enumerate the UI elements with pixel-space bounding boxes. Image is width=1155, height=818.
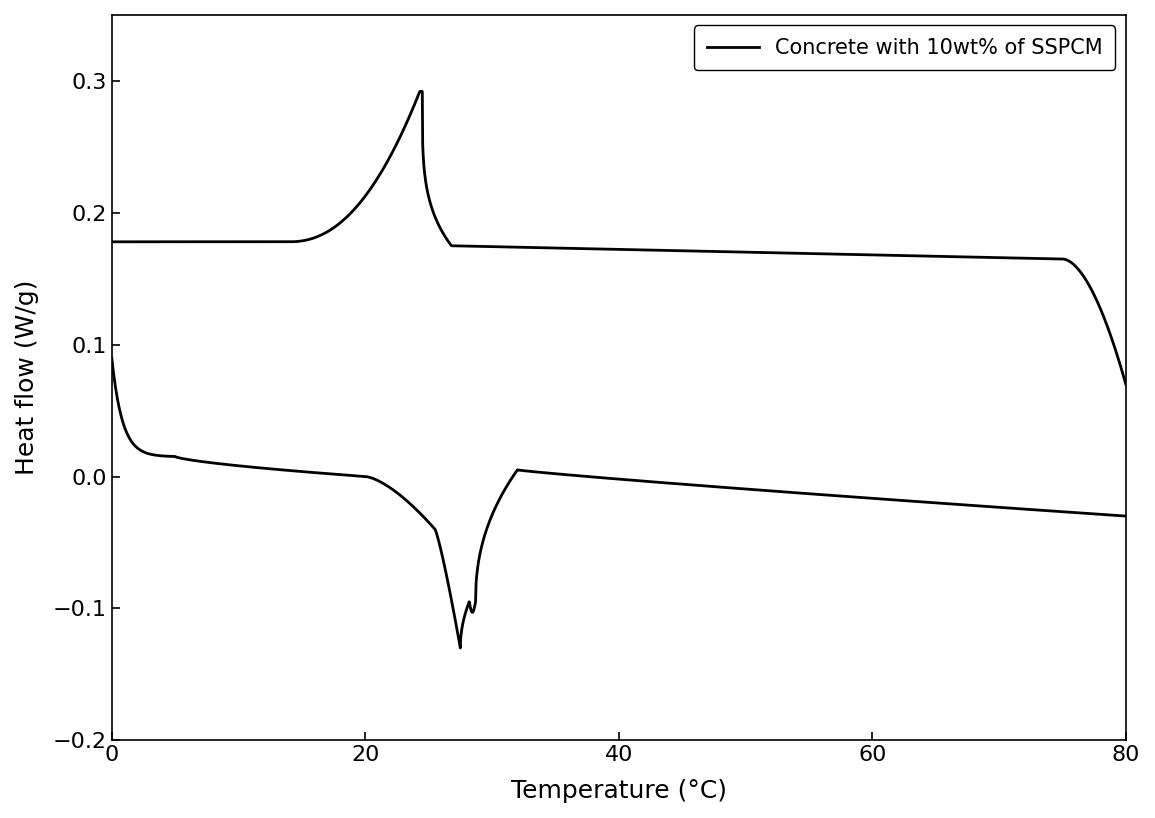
Concrete with 10wt% of SSPCM	[804, 249, 818, 258]
Legend: Concrete with 10wt% of SSPCM: Concrete with 10wt% of SSPCM	[694, 25, 1116, 70]
Concrete with 10wt% of SSPCM	[1119, 380, 1133, 389]
Concrete with 10wt% of SSPCM	[253, 237, 267, 247]
Concrete with 10wt% of SSPCM	[419, 176, 433, 186]
Concrete with 10wt% of SSPCM	[365, 182, 379, 191]
Concrete with 10wt% of SSPCM	[394, 131, 408, 141]
Concrete with 10wt% of SSPCM	[412, 87, 426, 97]
Concrete with 10wt% of SSPCM	[109, 237, 122, 247]
Y-axis label: Heat flow (W/g): Heat flow (W/g)	[15, 280, 39, 475]
Line: Concrete with 10wt% of SSPCM: Concrete with 10wt% of SSPCM	[112, 92, 1126, 384]
Concrete with 10wt% of SSPCM	[105, 237, 119, 247]
X-axis label: Temperature (°C): Temperature (°C)	[511, 779, 726, 803]
